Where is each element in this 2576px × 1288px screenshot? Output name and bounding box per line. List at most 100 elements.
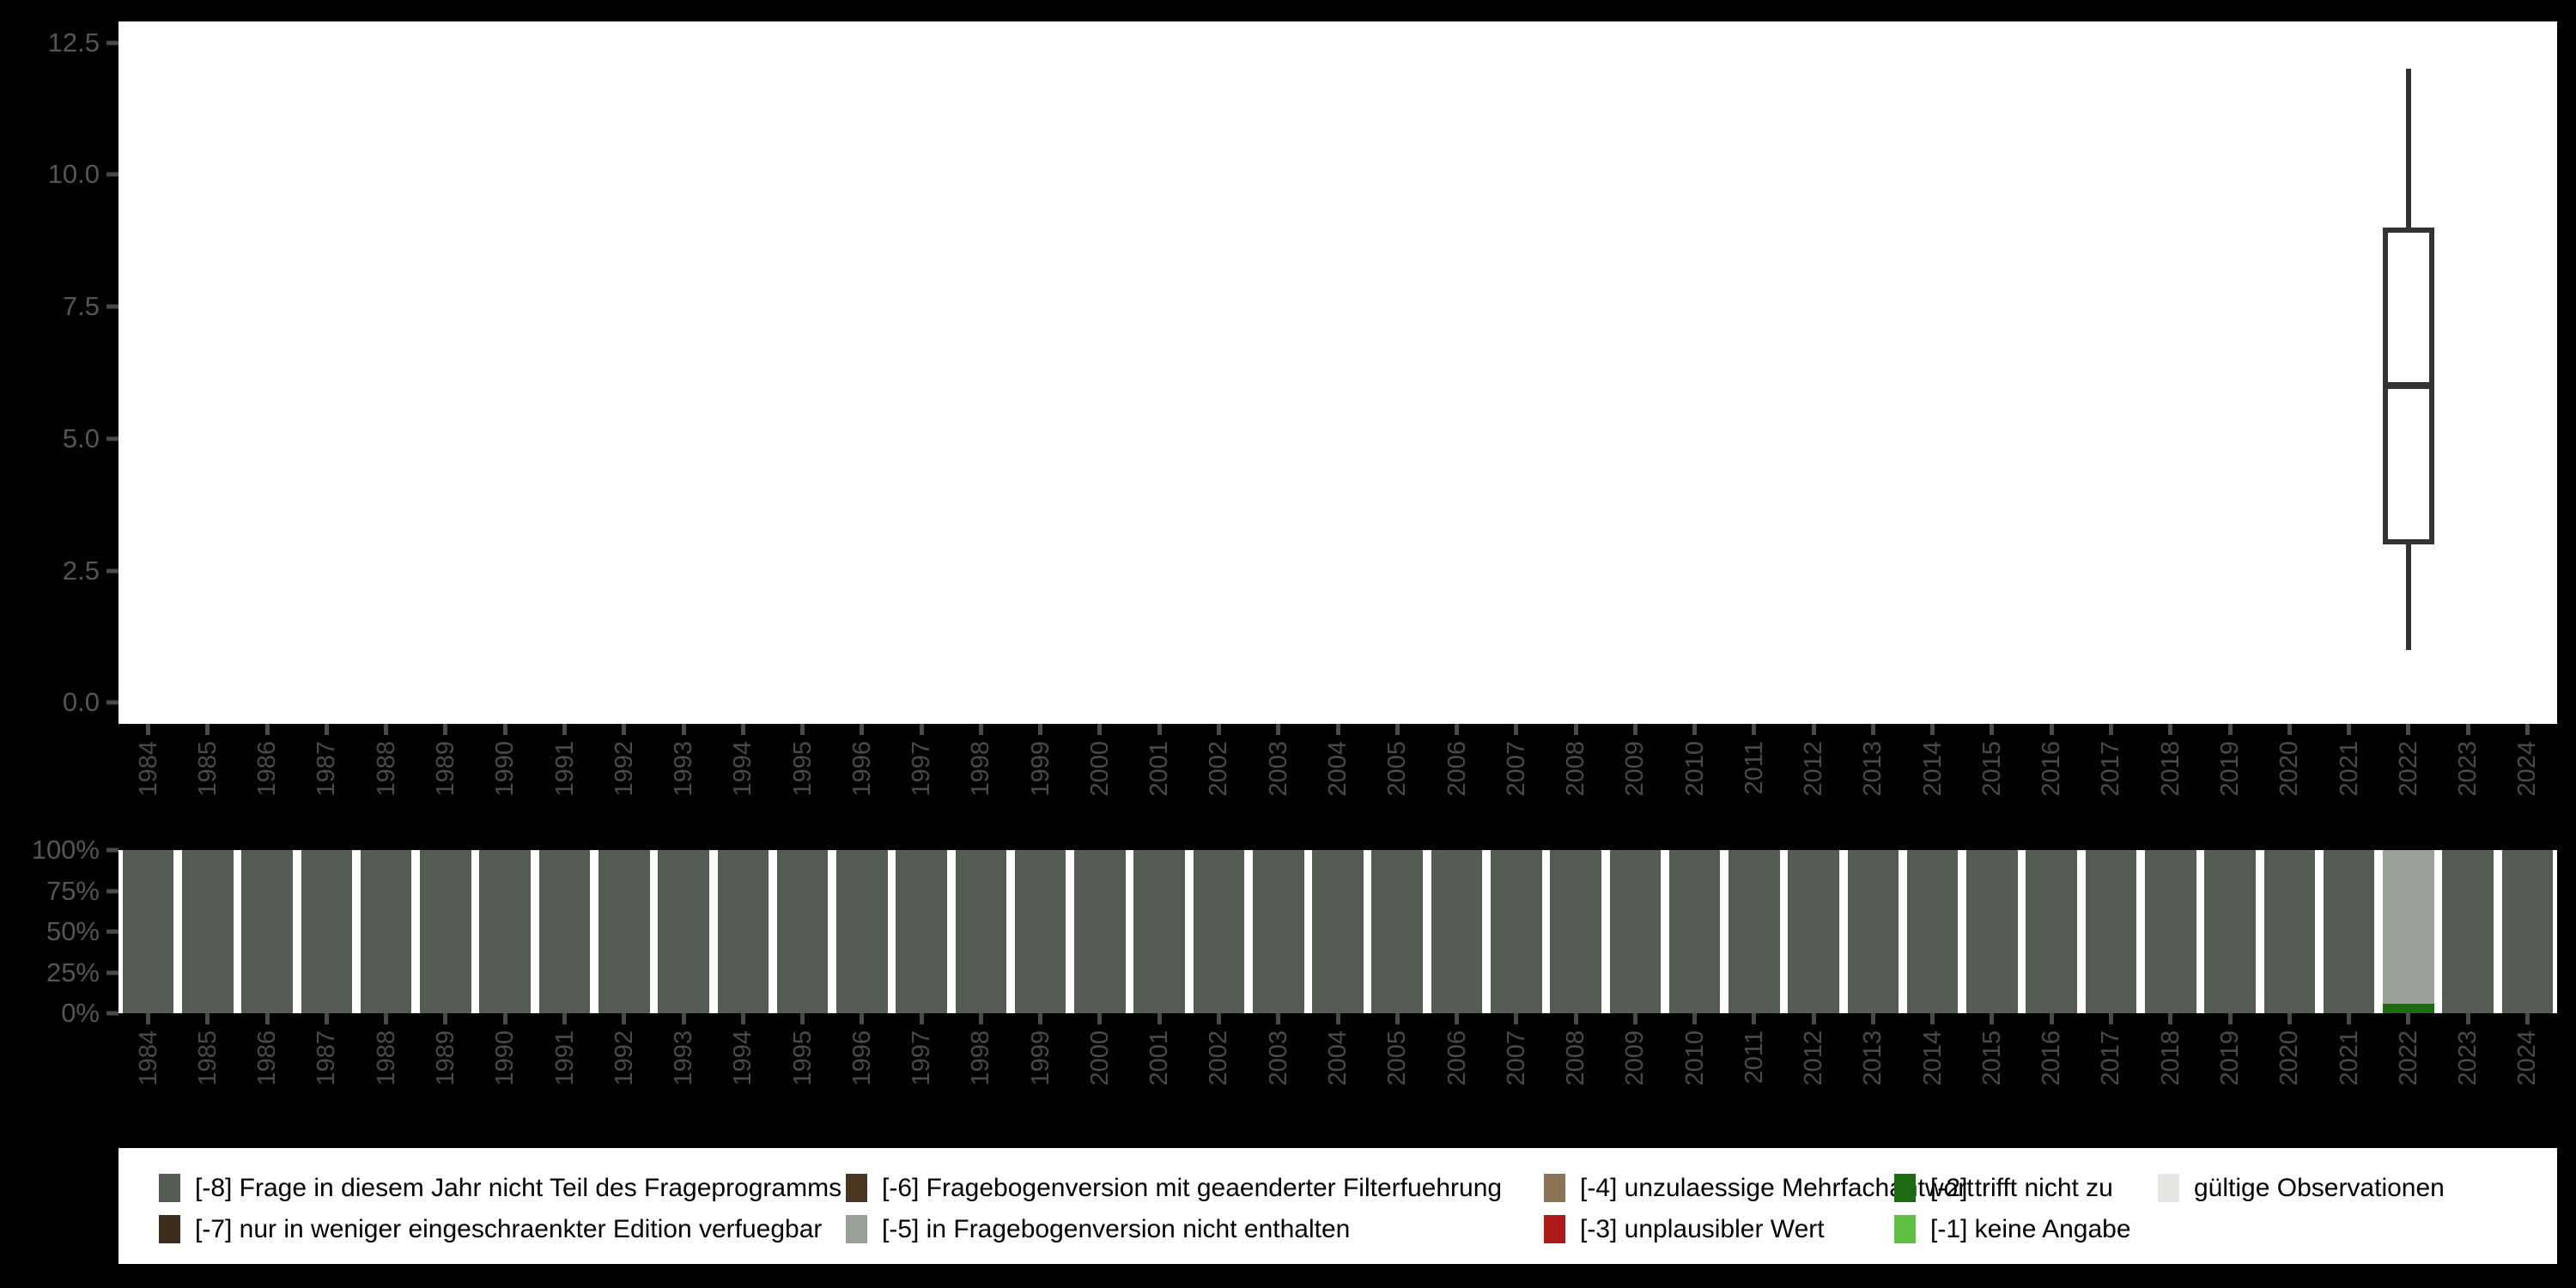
boxplot-x-tick-mark xyxy=(1870,724,1875,735)
stacked-bar-segment xyxy=(2026,850,2077,1013)
stacked-bar-segment xyxy=(2204,850,2256,1013)
boxplot-x-tick-mark xyxy=(1930,724,1935,735)
legend-item[interactable]: [-7] nur in weniger eingeschraenkter Edi… xyxy=(159,1215,822,1243)
stacked-bar-segment xyxy=(241,850,293,1013)
boxplot-x-tick-mark xyxy=(384,724,389,735)
stackedbar-x-tick-label: 2000 xyxy=(1085,1030,1114,1086)
stackedbar-y-tick-label: 25% xyxy=(46,957,100,987)
boxplot-y-tick-mark xyxy=(106,172,118,177)
stackedbar-x-tick-mark xyxy=(2168,1013,2173,1024)
stackedbar-x-tick-mark xyxy=(1276,1013,1281,1024)
stacked-bar-2002 xyxy=(1193,850,1245,1013)
stackedbar-x-tick-label: 1985 xyxy=(193,1030,222,1086)
stackedbar-y-tick-label: 75% xyxy=(46,875,100,906)
stackedbar-x-tick-label: 1995 xyxy=(788,1030,817,1086)
boxplot-x-tick-label: 1989 xyxy=(431,741,459,797)
stackedbar-x-tick-label: 1997 xyxy=(908,1030,936,1086)
stacked-bar-2024 xyxy=(2501,850,2554,1013)
boxplot-x-tick-label: 1998 xyxy=(967,741,995,797)
boxplot-x-tick-label: 2011 xyxy=(1740,741,1768,795)
boxplot-x-tick-label: 1988 xyxy=(372,741,400,797)
boxplot-x-tick-label: 1987 xyxy=(313,741,341,797)
stacked-bar-2005 xyxy=(1371,850,1424,1013)
stackedbar-x-tick-mark xyxy=(443,1013,448,1024)
stackedbar-x-tick-label: 2021 xyxy=(2335,1030,2363,1086)
boxplot-y-tick-label: 10.0 xyxy=(47,159,100,190)
stacked-bar-1989 xyxy=(420,850,471,1013)
legend-color-swatch xyxy=(1544,1215,1565,1243)
legend-item[interactable]: [-1] keine Angabe xyxy=(1894,1215,2131,1243)
stacked-bar-segment xyxy=(1431,850,1483,1013)
legend-item[interactable]: [-6] Fragebogenversion mit geaenderter F… xyxy=(846,1174,1502,1202)
boxplot-x-tick-label: 2023 xyxy=(2454,741,2482,797)
stacked-bar-2013 xyxy=(1847,850,1899,1013)
legend-color-swatch xyxy=(1894,1215,1916,1243)
stackedbar-x-tick-label: 2001 xyxy=(1145,1030,1174,1086)
stacked-bar-segment xyxy=(538,850,591,1013)
stackedbar-x-tick-label: 1994 xyxy=(729,1030,757,1086)
stacked-bar-segment xyxy=(420,850,471,1013)
stackedbar-x-tick-mark xyxy=(681,1013,686,1024)
stackedbar-x-tick-label: 2011 xyxy=(1740,1030,1768,1084)
stacked-bar-1998 xyxy=(955,850,1007,1013)
boxplot-x-tick-label: 2013 xyxy=(1859,741,1887,797)
boxplot-y-tick-label: 12.5 xyxy=(47,27,100,58)
stacked-bar-segment xyxy=(2442,850,2494,1013)
boxplot-x-tick-mark xyxy=(2049,724,2054,735)
stackedbar-x-tick-mark xyxy=(1455,1013,1460,1024)
boxplot-x-tick-mark xyxy=(264,724,270,735)
stackedbar-x-tick-label: 2015 xyxy=(1978,1030,2006,1086)
boxplot-x-tick-mark xyxy=(2524,724,2530,735)
boxplot-y-tick-mark xyxy=(106,436,118,441)
legend-item[interactable]: [-3] unplausibler Wert xyxy=(1544,1215,1825,1243)
stackedbar-x-tick-label: 1984 xyxy=(134,1030,162,1086)
legend-item[interactable]: [-5] in Fragebogenversion nicht enthalte… xyxy=(846,1215,1350,1243)
stacked-bar-2016 xyxy=(2026,850,2077,1013)
stacked-bar-2021 xyxy=(2323,850,2375,1013)
stackedbar-x-tick-label: 2019 xyxy=(2216,1030,2245,1086)
boxplot-x-tick-label: 2022 xyxy=(2394,741,2422,797)
stacked-bar-2015 xyxy=(1966,850,2018,1013)
boxplot-x-tick-mark xyxy=(1514,724,1519,735)
legend-item[interactable]: [-2] trifft nicht zu xyxy=(1894,1174,2113,1202)
legend-color-swatch xyxy=(159,1174,180,1202)
boxplot-x-tick-label: 2009 xyxy=(1621,741,1649,797)
stacked-bar-segment xyxy=(1312,850,1364,1013)
boxplot-x-tick-mark xyxy=(2108,724,2113,735)
boxplot-y-tick-label: 0.0 xyxy=(62,687,100,718)
boxplot-x-tick-mark xyxy=(740,724,745,735)
legend-item[interactable]: gültige Observationen xyxy=(2158,1174,2445,1202)
stacked-bar-segment xyxy=(1550,850,1601,1013)
stackedbar-x-tick-mark xyxy=(1097,1013,1103,1024)
stackedbar-x-tick-mark xyxy=(1216,1013,1221,1024)
stackedbar-x-tick-label: 2017 xyxy=(2097,1030,2125,1086)
stacked-bar-segment xyxy=(1193,850,1245,1013)
stacked-bar-segment xyxy=(2085,850,2137,1013)
stackedbar-plot-area xyxy=(118,850,2557,1013)
stackedbar-x-tick-mark xyxy=(919,1013,924,1024)
boxplot-x-tick-label: 2015 xyxy=(1978,741,2006,797)
stackedbar-x-tick-label: 2008 xyxy=(1562,1030,1590,1086)
boxplot-x-tick-label: 1992 xyxy=(610,741,638,797)
stacked-bar-2003 xyxy=(1252,850,1304,1013)
stacked-bar-segment xyxy=(2263,850,2316,1013)
stacked-bar-segment xyxy=(896,850,947,1013)
stackedbar-x-tick-mark xyxy=(205,1013,210,1024)
stackedbar-x-tick-mark xyxy=(2347,1013,2352,1024)
stackedbar-x-tick-mark xyxy=(2524,1013,2530,1024)
stacked-bar-1993 xyxy=(658,850,709,1013)
stackedbar-x-tick-mark xyxy=(562,1013,567,1024)
stacked-bar-segment xyxy=(1788,850,1839,1013)
boxplot-x-tick-mark xyxy=(1276,724,1281,735)
stackedbar-y-tick-mark xyxy=(106,848,118,853)
stacked-bar-segment xyxy=(1906,850,1959,1013)
legend-item-label: [-5] in Fragebogenversion nicht enthalte… xyxy=(882,1214,1351,1243)
boxplot-x-tick-mark xyxy=(1335,724,1340,735)
stacked-bar-2012 xyxy=(1788,850,1839,1013)
stackedbar-y-tick-mark xyxy=(106,929,118,934)
boxplot-x-tick-label: 1990 xyxy=(491,741,519,797)
stacked-bar-segment xyxy=(2323,850,2375,1013)
stackedbar-x-tick-label: 1993 xyxy=(670,1030,698,1086)
legend-item[interactable]: [-8] Frage in diesem Jahr nicht Teil des… xyxy=(159,1174,841,1202)
boxplot-x-tick-mark xyxy=(919,724,924,735)
